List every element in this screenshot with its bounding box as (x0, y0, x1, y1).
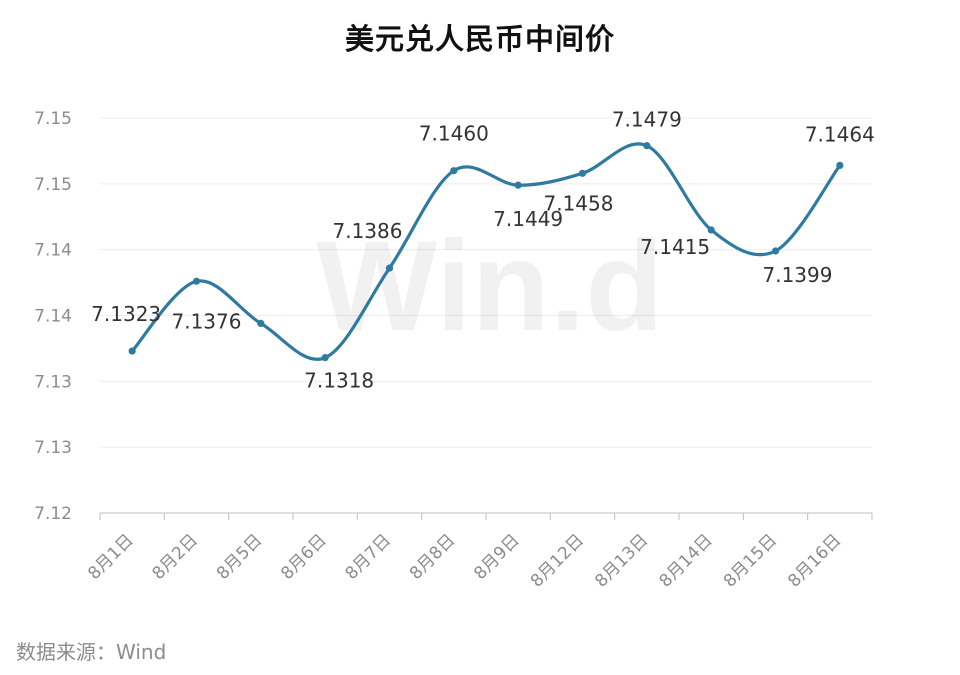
data-point (450, 167, 458, 175)
data-label: 7.1458 (544, 191, 614, 215)
y-tick-label: 7.12 (34, 504, 72, 524)
data-label: 7.1376 (172, 309, 242, 333)
grid-lines (100, 117, 872, 448)
y-tick-label: 7.13 (34, 372, 72, 392)
data-label: 7.1399 (763, 263, 833, 287)
y-tick-label: 7.15 (34, 175, 72, 195)
data-label: 7.1323 (91, 302, 161, 326)
x-tick-label: 8月13日 (591, 530, 652, 591)
data-label: 7.1460 (419, 122, 489, 146)
data-point (128, 347, 136, 355)
data-label: 7.1449 (493, 207, 563, 231)
x-tick-label: 8月15日 (720, 530, 781, 591)
data-point (836, 161, 844, 169)
data-point (643, 142, 651, 150)
x-tick-label: 8月2日 (149, 530, 202, 583)
x-tick-label: 8月14日 (656, 530, 717, 591)
data-label: 7.1318 (304, 369, 374, 393)
data-point (771, 247, 780, 255)
x-tick-label: 8月7日 (342, 530, 395, 583)
y-tick-label: 7.14 (34, 241, 72, 261)
data-point (257, 319, 265, 327)
chart-title: 美元兑人民币中间价 (344, 22, 615, 56)
series-line (128, 142, 844, 362)
x-tick-label: 8月1日 (84, 530, 137, 583)
x-tick-label: 8月16日 (784, 530, 845, 591)
y-tick-label: 7.15 (34, 109, 72, 129)
data-point (707, 226, 715, 234)
data-label: 7.1464 (805, 122, 875, 146)
data-point (385, 264, 394, 272)
data-point (192, 277, 201, 285)
series-path (130, 142, 842, 361)
x-tick-label: 8月5日 (213, 530, 266, 583)
data-point (514, 181, 522, 189)
data-label: 7.1386 (333, 219, 403, 243)
data-point (321, 354, 329, 362)
data-labels: 7.1323 7.13767.13187.13867.14607.14497.14… (91, 108, 875, 393)
x-tick-label: 8月8日 (406, 530, 459, 583)
x-tick-label: 8月6日 (277, 530, 330, 583)
watermark-text: Win.d (316, 215, 663, 358)
x-tick-label: 8月12日 (527, 530, 588, 591)
data-label: 7.1479 (612, 108, 682, 132)
y-tick-label: 7.13 (34, 438, 72, 458)
data-label: 7.1415 (640, 235, 710, 259)
x-tick-label: 8月9日 (470, 530, 523, 583)
data-point (578, 169, 587, 177)
y-tick-label: 7.14 (34, 307, 72, 327)
source-note: 数据来源：Wind (16, 640, 167, 664)
